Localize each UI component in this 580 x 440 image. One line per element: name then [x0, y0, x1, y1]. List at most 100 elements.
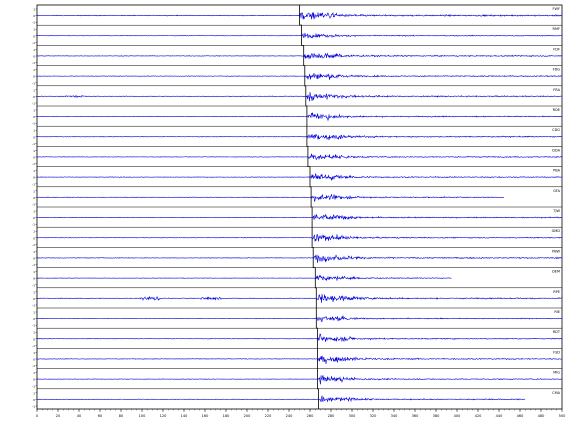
x-tick-label: 100: [139, 414, 146, 418]
trace-y-tick-label: 0: [33, 398, 35, 402]
station-label: DEM: [552, 270, 560, 274]
trace-y-tick-label: 1: [33, 371, 35, 375]
trace-rpe: [36, 293, 563, 303]
station-label: DDA: [552, 148, 560, 152]
trace-y-tick-label: 0: [33, 297, 35, 301]
trace-dda: [36, 153, 563, 161]
x-tick-label: 320: [370, 414, 377, 418]
trace-rmf: [36, 32, 563, 39]
station-label: RDE: [553, 108, 560, 112]
trace-y-tick-label: 1: [33, 109, 35, 113]
trace-y-tick-label: -1: [32, 223, 35, 227]
trace-y-tick-label: 1: [33, 88, 35, 92]
trace-y-tick-label: -1: [32, 384, 35, 388]
trace-y-tick-label: -1: [32, 405, 35, 409]
x-tick-label: 180: [223, 414, 230, 418]
trace-gmd: [36, 234, 563, 242]
trace-rde: [36, 112, 563, 122]
trace-y-tick-label: 0: [33, 176, 35, 180]
trace-cma: [36, 395, 526, 403]
x-tick-label: 60: [98, 414, 102, 418]
x-tick-label: 40: [77, 414, 81, 418]
trace-y-tick-label: -1: [32, 61, 35, 65]
trace-y-tick-label: 1: [33, 210, 35, 214]
trace-fdf: [36, 52, 563, 59]
x-tick-label: 120: [160, 414, 167, 418]
station-labels: 1 0 -1 FWF 1 0 -1 RMF 1 0 -1 FDF 1 0 -1 FDG 1 0 -1 FRA 1 0 -1 R…: [32, 7, 561, 409]
trace-fsd: [36, 355, 563, 364]
trace-y-tick-label: 0: [33, 34, 35, 38]
trace-y-tick-label: 0: [33, 196, 35, 200]
trace-y-tick-label: 0: [33, 378, 35, 382]
trace-y-tick-label: 1: [33, 8, 35, 12]
trace-y-tick-label: -1: [32, 344, 35, 348]
trace-y-tick-label: -1: [32, 182, 35, 186]
trace-y-tick-label: -1: [32, 21, 35, 25]
x-tick-label: 460: [517, 414, 524, 418]
trace-y-tick-label: 0: [33, 236, 35, 240]
trace-y-tick-label: 0: [33, 75, 35, 79]
trace-y-tick-label: 0: [33, 277, 35, 281]
trace-pba: [36, 173, 563, 181]
trace-y-tick-label: 1: [33, 28, 35, 32]
x-axis: 0 20 40 60 80 100 120 140 160 180 200 220 240 260 280 3…: [36, 409, 565, 418]
station-label: CDG: [552, 128, 560, 132]
x-tick-label: 400: [454, 414, 461, 418]
trace-y-tick-label: 1: [33, 250, 35, 254]
x-tick-label: 420: [475, 414, 482, 418]
trace-y-tick-label: -1: [32, 41, 35, 45]
trace-y-tick-label: 1: [33, 311, 35, 315]
trace-mig: [36, 375, 563, 385]
x-tick-label: 140: [181, 414, 188, 418]
x-tick-label: 0: [36, 414, 38, 418]
x-tick-label: 280: [328, 414, 335, 418]
trace-y-tick-label: -1: [32, 142, 35, 146]
trace-dem: [36, 274, 452, 281]
trace-rie: [36, 315, 563, 322]
trace-fdg: [36, 72, 563, 80]
x-tick-label: 360: [412, 414, 419, 418]
trace-y-tick-label: -1: [32, 162, 35, 166]
trace-y-tick-label: 1: [33, 270, 35, 274]
trace-y-tick-label: 0: [33, 156, 35, 160]
trace-y-tick-label: 0: [33, 95, 35, 99]
station-label: FDF: [553, 47, 560, 51]
trace-y-tick-label: -1: [32, 81, 35, 85]
trace-y-tick-label: 1: [33, 189, 35, 193]
arrival-pick-line: [299, 5, 319, 409]
x-tick-label: 440: [496, 414, 503, 418]
station-label: RPE: [553, 290, 560, 294]
x-tick-label: 500: [559, 414, 566, 418]
station-label: GFA: [553, 189, 560, 193]
trace-y-tick-label: 1: [33, 391, 35, 395]
trace-y-tick-label: -1: [32, 304, 35, 308]
x-tick-label: 240: [286, 414, 293, 418]
trace-rdt: [36, 333, 563, 342]
trace-y-tick-label: 0: [33, 257, 35, 261]
trace-y-tick-label: 0: [33, 14, 35, 18]
trace-cdg: [36, 133, 563, 141]
trace-y-tick-label: -1: [32, 203, 35, 207]
trace-y-tick-label: -1: [32, 263, 35, 267]
x-tick-label: 380: [433, 414, 440, 418]
station-label: FWF: [553, 7, 561, 11]
x-tick-label: 200: [244, 414, 251, 418]
station-label: FSD: [553, 350, 560, 354]
station-label: FRA: [553, 88, 560, 92]
station-label: TJW: [552, 209, 560, 213]
trace-y-tick-label: 1: [33, 331, 35, 335]
trace-y-tick-label: -1: [32, 324, 35, 328]
trace-y-tick-label: -1: [32, 122, 35, 126]
station-label: RMF: [553, 27, 560, 31]
station-label: RDT: [553, 330, 561, 334]
x-tick-label: 300: [349, 414, 356, 418]
x-tick-label: 260: [307, 414, 314, 418]
trace-y-tick-label: 0: [33, 115, 35, 119]
x-tick-label: 20: [56, 414, 60, 418]
x-tick-label: 340: [391, 414, 398, 418]
trace-y-tick-label: 1: [33, 351, 35, 355]
trace-y-tick-label: 0: [33, 135, 35, 139]
trace-y-tick-label: 1: [33, 230, 35, 234]
trace-y-tick-label: 1: [33, 290, 35, 294]
